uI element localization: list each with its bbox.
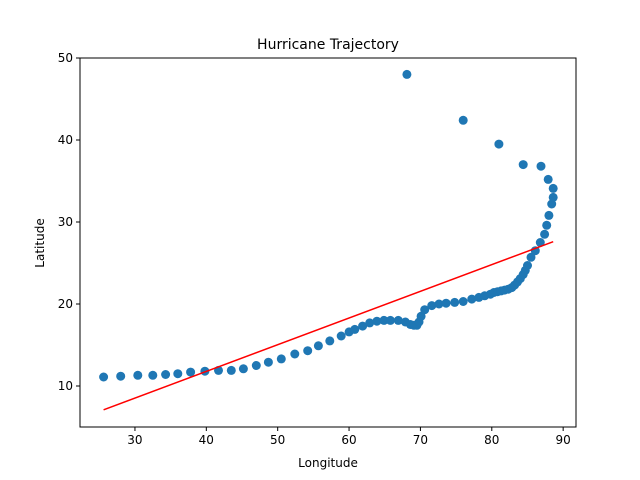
data-point — [276, 354, 286, 364]
data-point — [494, 139, 504, 149]
data-point — [518, 160, 528, 170]
data-point — [536, 161, 546, 171]
data-point — [393, 315, 403, 325]
data-point — [548, 183, 558, 193]
x-tick-label: 70 — [413, 433, 428, 447]
data-point — [290, 349, 300, 359]
trend-line — [103, 240, 554, 411]
data-point — [325, 336, 335, 346]
data-point — [523, 261, 532, 270]
data-point — [385, 315, 395, 325]
x-tick-label: 30 — [127, 433, 142, 447]
y-tick-label: 20 — [58, 297, 73, 311]
data-point — [458, 297, 468, 306]
data-point — [173, 369, 183, 379]
chart-title: Hurricane Trajectory — [257, 37, 399, 53]
data-point — [365, 318, 375, 328]
data-point — [148, 370, 158, 380]
data-point — [450, 297, 460, 307]
data-point — [336, 331, 346, 341]
data-point — [350, 324, 360, 334]
data-point — [186, 367, 196, 377]
data-point — [543, 174, 553, 184]
data-point — [251, 361, 261, 370]
x-axis: 30 40 50 60 70 80 90 — [127, 427, 571, 447]
data-point — [420, 305, 430, 315]
x-tick-label: 60 — [341, 433, 356, 447]
y-tick-label: 40 — [58, 133, 73, 147]
plot-marks — [99, 69, 558, 411]
data-point — [303, 346, 313, 356]
data-point — [540, 229, 550, 239]
data-point — [416, 311, 426, 321]
data-point — [263, 357, 273, 367]
data-point — [427, 301, 437, 311]
data-point — [526, 252, 536, 262]
data-point — [441, 298, 451, 308]
data-point — [548, 192, 558, 202]
data-point — [161, 370, 171, 379]
data-point — [372, 316, 382, 326]
data-point — [358, 321, 368, 331]
data-point — [379, 315, 389, 325]
data-point — [226, 365, 236, 375]
data-point — [313, 341, 323, 351]
x-tick-label: 50 — [270, 433, 285, 447]
x-tick-label: 80 — [484, 433, 499, 447]
y-tick-label: 30 — [58, 215, 73, 229]
x-tick-label: 90 — [556, 433, 571, 447]
data-point — [542, 220, 552, 230]
y-tick-label: 10 — [58, 379, 73, 393]
data-point — [434, 299, 444, 309]
data-point — [99, 372, 109, 382]
data-point — [535, 238, 545, 247]
data-point — [467, 294, 477, 304]
x-tick-label: 40 — [199, 433, 214, 447]
data-point — [544, 210, 554, 220]
y-tick-label: 50 — [58, 51, 73, 65]
data-point — [238, 364, 248, 374]
x-axis-label: Longitude — [298, 456, 358, 470]
data-point — [133, 370, 143, 380]
data-point — [402, 69, 412, 79]
y-axis-label: Latitude — [33, 218, 47, 267]
data-point — [116, 371, 126, 381]
data-point — [458, 115, 468, 125]
plot-frame — [79, 57, 577, 428]
y-axis: 10 20 30 40 50 — [58, 51, 80, 393]
